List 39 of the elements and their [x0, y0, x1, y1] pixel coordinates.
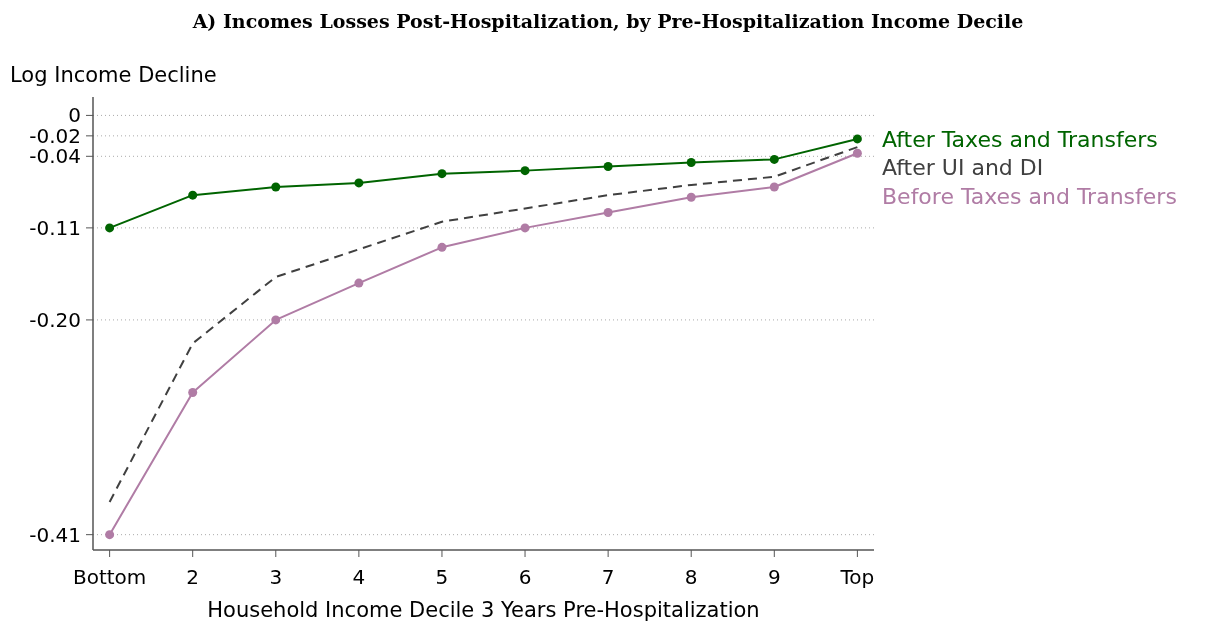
x-tick-label: 7: [601, 565, 615, 589]
point: [354, 178, 364, 188]
point: [603, 208, 613, 218]
series-label: After UI and DI: [882, 155, 1044, 181]
point: [437, 169, 447, 179]
point: [437, 242, 447, 252]
x-tick-label: 5: [435, 565, 449, 589]
series-label: Before Taxes and Transfers: [882, 183, 1177, 209]
point: [188, 190, 198, 200]
x-tick-label: 4: [352, 565, 366, 589]
x-tick-label: 6: [518, 565, 532, 589]
point: [686, 192, 696, 202]
point: [520, 166, 530, 176]
chart-title: A) Incomes Losses Post-Hospitalization, by Pre-Hospitalization Income Decile: [191, 10, 1024, 32]
x-axis-title: Household Income Decile 3 Years Pre-Hospitalization: [207, 598, 760, 622]
point: [769, 154, 779, 164]
x-tick-label: Bottom: [72, 565, 147, 589]
y-tick-label: -0.11: [29, 215, 81, 240]
point: [686, 157, 696, 167]
series-label: After Taxes and Transfers: [882, 126, 1158, 152]
x-tick-label: 3: [269, 565, 283, 589]
point: [105, 223, 115, 233]
x-tick-label: 9: [767, 565, 781, 589]
point: [852, 134, 862, 144]
x-tick-label: Top: [839, 565, 875, 589]
point: [603, 162, 613, 172]
point: [769, 182, 779, 192]
point: [354, 278, 364, 288]
y-axis-title: Log Income Decline: [10, 63, 217, 87]
point: [271, 182, 281, 192]
x-tick-label: 2: [186, 565, 200, 589]
point: [852, 148, 862, 158]
y-tick-label: -0.41: [29, 522, 81, 547]
x-tick-label: 8: [684, 565, 698, 589]
point: [105, 530, 115, 540]
point: [188, 388, 198, 398]
point: [271, 315, 281, 325]
point: [520, 223, 530, 233]
y-tick-label: -0.20: [29, 307, 81, 332]
